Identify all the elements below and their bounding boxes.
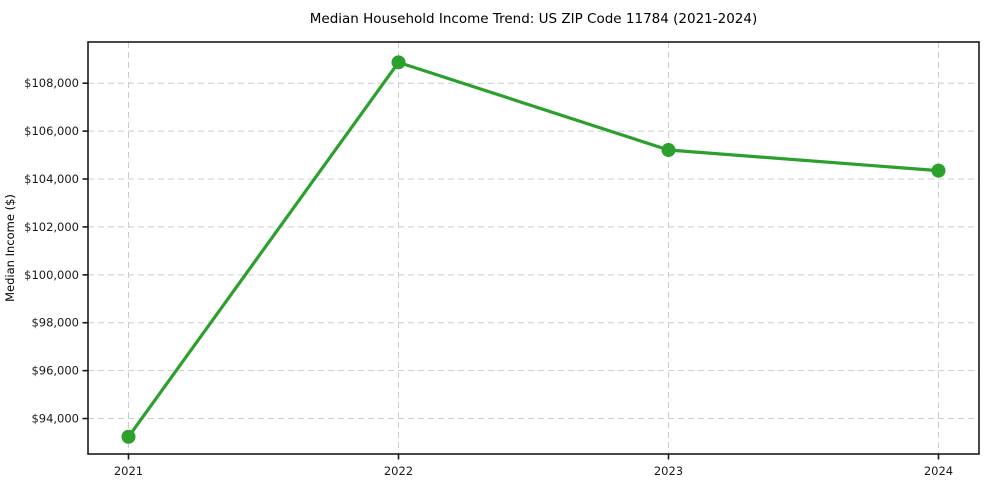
trend-line bbox=[126, 60, 941, 439]
chart-layers: $94,000 $96,000 $98,000 $100,000 $102,000 $10… bbox=[24, 41, 980, 478]
y-tick-label: $106,000 bbox=[24, 124, 79, 138]
x-tick-label: 2023 bbox=[654, 464, 683, 478]
y-tick-label: $100,000 bbox=[24, 268, 79, 282]
plot-border bbox=[87, 41, 980, 455]
chart-title: Median Household Income Trend: US ZIP Co… bbox=[310, 11, 758, 27]
y-tick-label: $96,000 bbox=[31, 364, 79, 378]
y-tick-label: $98,000 bbox=[31, 316, 79, 330]
y-tick-label: $108,000 bbox=[24, 76, 79, 90]
x-tick-label: 2021 bbox=[114, 464, 143, 478]
y-axis-label: Median Income ($) bbox=[3, 194, 17, 302]
data-point-marker-2021 bbox=[121, 429, 136, 444]
data-point-marker-2024 bbox=[931, 163, 946, 178]
y-tick-label: $104,000 bbox=[24, 172, 79, 186]
y-tick-label: $94,000 bbox=[31, 412, 79, 426]
data-point-marker-2022 bbox=[391, 55, 406, 70]
data-point-marker-2023 bbox=[661, 143, 676, 158]
x-tick-label: 2022 bbox=[384, 464, 413, 478]
y-tick-label: $102,000 bbox=[24, 220, 79, 234]
x-tick-label: 2024 bbox=[924, 464, 953, 478]
